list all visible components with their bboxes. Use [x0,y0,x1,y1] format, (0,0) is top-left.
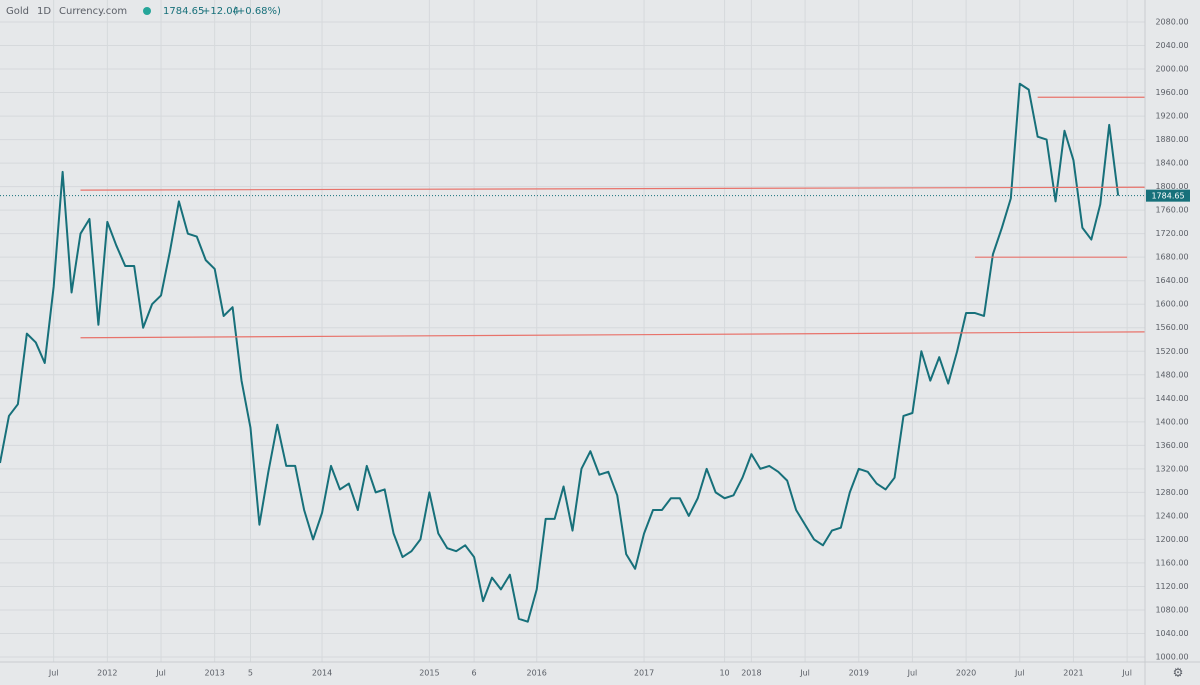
status-dot [143,7,151,15]
x-tick-label: 10 [719,669,729,678]
y-tick-label: 1840.00 [1155,159,1188,168]
y-tick-label: 1080.00 [1155,605,1188,614]
x-tick-label: 2017 [634,669,654,678]
x-tick-label: Jul [155,669,166,678]
y-tick-label: 1960.00 [1155,88,1188,97]
y-tick-label: 1200.00 [1155,535,1188,544]
x-tick-label: 5 [248,669,253,678]
y-tick-label: 1000.00 [1155,653,1188,662]
y-tick-label: 1440.00 [1155,394,1188,403]
y-tick-label: 1640.00 [1155,276,1188,285]
y-tick-label: 1560.00 [1155,323,1188,332]
last-price-label: 1784.65 [1151,192,1184,201]
y-tick-label: 1040.00 [1155,629,1188,638]
y-tick-label: 1920.00 [1155,112,1188,121]
y-tick-label: 1280.00 [1155,488,1188,497]
x-tick-label: 2015 [419,669,439,678]
change-percent: (+0.68%) [233,6,281,17]
x-tick-label: Jul [48,669,59,678]
symbol: Gold [6,6,29,17]
y-tick-label: 1240.00 [1155,511,1188,520]
x-tick-label: 2020 [956,669,976,678]
x-tick-label: 2018 [741,669,761,678]
x-tick-label: 2013 [205,669,225,678]
y-tick-label: 1480.00 [1155,370,1188,379]
last-price-badge [1146,189,1190,202]
y-tick-label: 1760.00 [1155,206,1188,215]
price-line [0,82,1120,623]
level-line [80,331,1146,339]
y-tick-label: 2040.00 [1155,41,1188,50]
y-tick-label: 1360.00 [1155,441,1188,450]
x-tick-label: 2016 [527,669,547,678]
x-tick-label: Jul [1121,669,1132,678]
y-tick-label: 2080.00 [1155,18,1188,27]
y-tick-label: 1680.00 [1155,253,1188,262]
level-line [80,186,1146,191]
last-price: 1784.65 [163,6,204,17]
x-tick-label: 2021 [1063,669,1083,678]
x-tick-label: 6 [472,669,477,678]
x-tick-label: Jul [1014,669,1025,678]
y-tick-label: 1120.00 [1155,582,1188,591]
y-tick-label: 1400.00 [1155,417,1188,426]
y-tick-label: 1720.00 [1155,229,1188,238]
y-tick-label: 2000.00 [1155,65,1188,74]
y-tick-label: 1320.00 [1155,464,1188,473]
x-tick-label: 2014 [312,669,332,678]
y-tick-label: 1600.00 [1155,300,1188,309]
y-tick-label: 1520.00 [1155,347,1188,356]
y-tick-label: 1160.00 [1155,558,1188,567]
interval: 1D [37,6,51,17]
x-tick-label: 2012 [97,669,117,678]
source: Currency.com [59,6,127,17]
x-tick-label: Jul [907,669,918,678]
settings-icon[interactable]: ⚙ [1173,666,1184,680]
change: +12.04 [202,6,239,17]
x-tick-label: Jul [799,669,810,678]
y-tick-label: 1880.00 [1155,135,1188,144]
y-tick-label: 1800.00 [1155,182,1188,191]
x-tick-label: 2019 [849,669,869,678]
